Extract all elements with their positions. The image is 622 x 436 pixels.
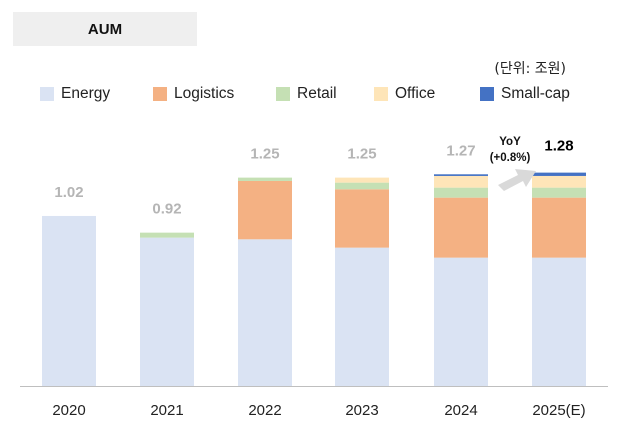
bar-energy-2025-e- — [532, 257, 586, 386]
legend: Energy Logistics Retail Office Small-cap — [40, 83, 602, 107]
bar-retail-2023 — [335, 182, 389, 190]
legend-label-energy: Energy — [61, 85, 111, 102]
legend-item-energy: Energy — [40, 83, 110, 105]
x-tick-2024: 2024 — [444, 402, 477, 419]
legend-item-small-cap: Small-cap — [480, 83, 570, 105]
legend-swatch-office — [374, 87, 388, 101]
bar-energy-2024 — [434, 257, 488, 386]
total-label-2023: 1.25 — [347, 146, 376, 163]
total-label-2025e: 1.28 — [544, 138, 573, 155]
total-label-2024: 1.27 — [446, 142, 475, 159]
x-tick-labels: 2020 2021 2022 2023 2024 2025(E) — [52, 402, 585, 419]
legend-label-retail: Retail — [297, 85, 337, 102]
legend-label-logistics: Logistics — [174, 85, 235, 102]
legend-swatch-logistics — [153, 87, 167, 101]
bar-energy-2020 — [42, 215, 96, 386]
legend-swatch-small-cap — [480, 87, 494, 101]
x-tick-2022: 2022 — [248, 402, 281, 419]
bar-energy-2022 — [238, 239, 292, 386]
bar-logistics-2023 — [335, 189, 389, 248]
legend-swatch-retail — [276, 87, 290, 101]
bar-logistics-2022 — [238, 180, 292, 240]
x-tick-2020: 2020 — [52, 402, 85, 419]
bar-energy-2021 — [140, 237, 194, 386]
total-label-2022: 1.25 — [250, 146, 279, 163]
bar-energy-2023 — [335, 247, 389, 386]
yoy-value: (+0.8%) — [490, 152, 531, 164]
total-labels: 1.02 0.92 1.25 1.25 1.27 1.28 — [54, 138, 573, 218]
legend-label-office: Office — [395, 85, 436, 102]
bar-logistics-2024 — [434, 197, 488, 258]
legend-item-retail: Retail — [276, 83, 337, 105]
total-label-2021: 0.92 — [152, 201, 181, 218]
bar-small-cap-2025-e- — [532, 172, 586, 176]
bar-retail-2024 — [434, 187, 488, 198]
bar-logistics-2025-e- — [532, 197, 586, 258]
bar-retail-2021 — [140, 232, 194, 238]
unit-label: (단위: 조원) — [494, 61, 566, 77]
yoy-label: YoY — [499, 136, 521, 148]
bar-retail-2025-e- — [532, 187, 586, 198]
legend-swatch-energy — [40, 87, 54, 101]
bar-office-2023 — [335, 177, 389, 183]
legend-label-small-cap: Small-cap — [501, 85, 570, 102]
yoy-arrow-icon — [498, 169, 536, 191]
chart-title: AUM — [87, 20, 123, 38]
x-tick-2025e: 2025(E) — [532, 402, 585, 419]
bar-retail-2022 — [238, 177, 292, 181]
legend-item-logistics: Logistics — [153, 83, 234, 105]
x-tick-2021: 2021 — [150, 402, 183, 419]
x-tick-2023: 2023 — [345, 402, 378, 419]
bars-group — [42, 172, 586, 386]
legend-item-office: Office — [374, 83, 435, 105]
total-label-2020: 1.02 — [54, 184, 83, 201]
bar-small-cap-2024 — [434, 174, 488, 176]
bar-office-2025-e- — [532, 175, 586, 188]
chart-title-box: AUM — [13, 12, 197, 46]
bar-office-2024 — [434, 175, 488, 188]
